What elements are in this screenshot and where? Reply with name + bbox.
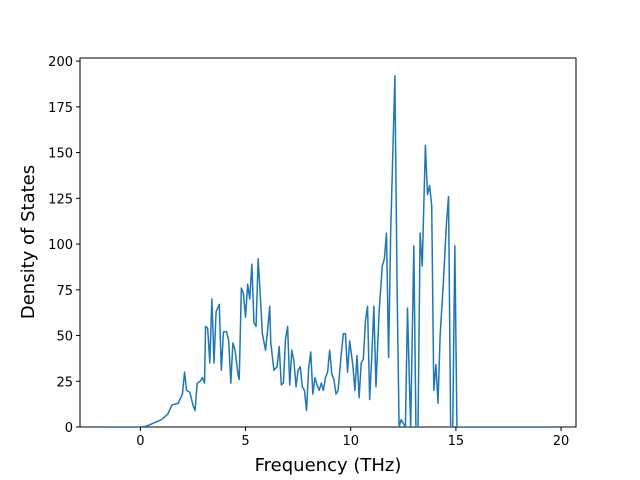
y-tick-label: 100	[48, 238, 73, 253]
y-tick-label: 0	[65, 421, 73, 436]
x-tick-label: 15	[448, 434, 465, 449]
x-axis-label: Frequency (THz)	[255, 455, 402, 476]
y-tick-label: 200	[48, 55, 73, 70]
y-tick-label: 50	[56, 330, 73, 345]
x-tick-label: 5	[241, 434, 249, 449]
y-tick-label: 175	[48, 101, 73, 116]
y-tick-label: 25	[56, 375, 73, 390]
x-tick-label: 0	[136, 434, 144, 449]
y-tick-label: 150	[48, 147, 73, 162]
y-tick-label: 125	[48, 192, 73, 207]
y-tick-label: 75	[56, 284, 73, 299]
y-axis-label: Density of States	[18, 165, 39, 319]
plot-frame	[79, 57, 577, 428]
x-tick-label: 20	[553, 434, 570, 449]
x-tick-label: 10	[342, 434, 359, 449]
line-series	[102, 75, 555, 427]
